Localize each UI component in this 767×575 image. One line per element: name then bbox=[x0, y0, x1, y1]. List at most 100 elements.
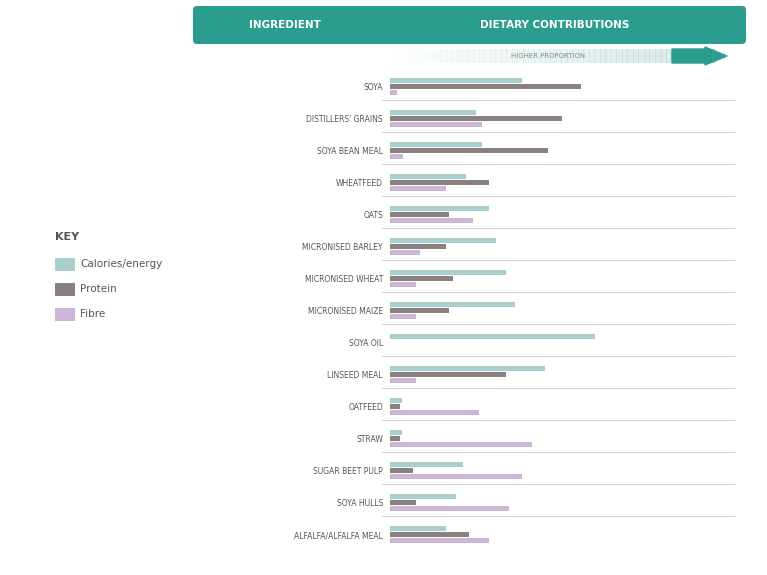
Text: LINSEED MEAL: LINSEED MEAL bbox=[328, 371, 383, 381]
Bar bbox=[633, 49, 639, 63]
Text: MICRONISED MAIZE: MICRONISED MAIZE bbox=[308, 308, 383, 316]
Bar bbox=[528, 49, 535, 63]
Bar bbox=[572, 49, 578, 63]
Text: MICRONISED WHEAT: MICRONISED WHEAT bbox=[304, 275, 383, 285]
Bar bbox=[578, 49, 584, 63]
Bar bbox=[429, 49, 436, 63]
Bar bbox=[390, 410, 479, 415]
Bar bbox=[390, 244, 446, 249]
Bar bbox=[390, 334, 594, 339]
Text: SOYA HULLS: SOYA HULLS bbox=[337, 500, 383, 508]
Text: SUGAR BEET PULP: SUGAR BEET PULP bbox=[313, 467, 383, 477]
Bar bbox=[407, 49, 413, 63]
Bar bbox=[522, 49, 529, 63]
Bar bbox=[390, 154, 403, 159]
Bar bbox=[600, 49, 606, 63]
Bar bbox=[390, 218, 472, 223]
Bar bbox=[390, 442, 532, 447]
Bar bbox=[390, 506, 509, 511]
Bar bbox=[676, 49, 683, 63]
Bar bbox=[390, 148, 548, 153]
Text: Calories/energy: Calories/energy bbox=[80, 259, 163, 269]
Bar bbox=[666, 49, 672, 63]
Bar bbox=[611, 49, 617, 63]
Bar bbox=[390, 180, 489, 185]
Bar bbox=[390, 110, 476, 115]
Bar bbox=[451, 49, 457, 63]
Bar bbox=[390, 430, 402, 435]
Bar bbox=[390, 186, 446, 191]
Bar bbox=[682, 49, 689, 63]
Bar bbox=[390, 538, 489, 543]
Bar bbox=[506, 49, 512, 63]
Text: OATFEED: OATFEED bbox=[348, 404, 383, 412]
Bar bbox=[539, 49, 545, 63]
FancyBboxPatch shape bbox=[193, 6, 746, 44]
Bar bbox=[390, 78, 522, 83]
Bar bbox=[390, 500, 416, 505]
Bar bbox=[616, 49, 623, 63]
Bar bbox=[687, 49, 694, 63]
Bar bbox=[55, 308, 75, 321]
Bar bbox=[390, 174, 466, 179]
Text: SOYA BEAN MEAL: SOYA BEAN MEAL bbox=[317, 148, 383, 156]
Bar bbox=[561, 49, 568, 63]
Bar bbox=[401, 49, 408, 63]
Bar bbox=[555, 49, 562, 63]
Text: STRAW: STRAW bbox=[356, 435, 383, 444]
Bar bbox=[704, 49, 710, 63]
Bar bbox=[390, 49, 397, 63]
Bar bbox=[693, 49, 700, 63]
Bar bbox=[550, 49, 557, 63]
Bar bbox=[396, 49, 403, 63]
Bar bbox=[456, 49, 463, 63]
Bar bbox=[545, 49, 551, 63]
Bar bbox=[390, 116, 561, 121]
Bar bbox=[699, 49, 705, 63]
Bar bbox=[484, 49, 491, 63]
Text: KEY: KEY bbox=[55, 232, 79, 242]
Bar bbox=[390, 206, 489, 211]
Bar bbox=[390, 532, 469, 537]
Bar bbox=[385, 49, 391, 63]
Bar bbox=[638, 49, 644, 63]
Bar bbox=[390, 276, 453, 281]
Bar bbox=[390, 122, 482, 127]
Bar bbox=[501, 49, 507, 63]
Text: OATS: OATS bbox=[364, 212, 383, 220]
Bar bbox=[390, 90, 397, 95]
Bar bbox=[418, 49, 424, 63]
Bar bbox=[390, 494, 456, 499]
Bar bbox=[390, 468, 413, 473]
Bar bbox=[644, 49, 650, 63]
Bar bbox=[588, 49, 595, 63]
Bar bbox=[473, 49, 479, 63]
Bar bbox=[390, 250, 420, 255]
Bar bbox=[390, 372, 505, 377]
Bar bbox=[434, 49, 441, 63]
Text: SOYA OIL: SOYA OIL bbox=[349, 339, 383, 348]
Text: WHEATFEED: WHEATFEED bbox=[336, 179, 383, 189]
Bar bbox=[627, 49, 634, 63]
Bar bbox=[390, 308, 449, 313]
Bar bbox=[55, 283, 75, 296]
Bar bbox=[390, 366, 545, 371]
Bar bbox=[390, 142, 482, 147]
Bar bbox=[390, 398, 402, 403]
Bar bbox=[390, 436, 400, 441]
Bar bbox=[390, 84, 581, 89]
Bar bbox=[534, 49, 540, 63]
Bar bbox=[671, 49, 677, 63]
Text: Fibre: Fibre bbox=[80, 309, 105, 319]
Bar bbox=[423, 49, 430, 63]
Bar bbox=[567, 49, 573, 63]
FancyArrow shape bbox=[672, 47, 727, 65]
Bar bbox=[390, 404, 400, 409]
Bar bbox=[654, 49, 661, 63]
Bar bbox=[390, 282, 416, 287]
Bar bbox=[390, 314, 416, 319]
Bar bbox=[390, 378, 416, 383]
Bar bbox=[390, 238, 495, 243]
Text: MICRONISED BARLEY: MICRONISED BARLEY bbox=[302, 243, 383, 252]
Bar bbox=[621, 49, 628, 63]
